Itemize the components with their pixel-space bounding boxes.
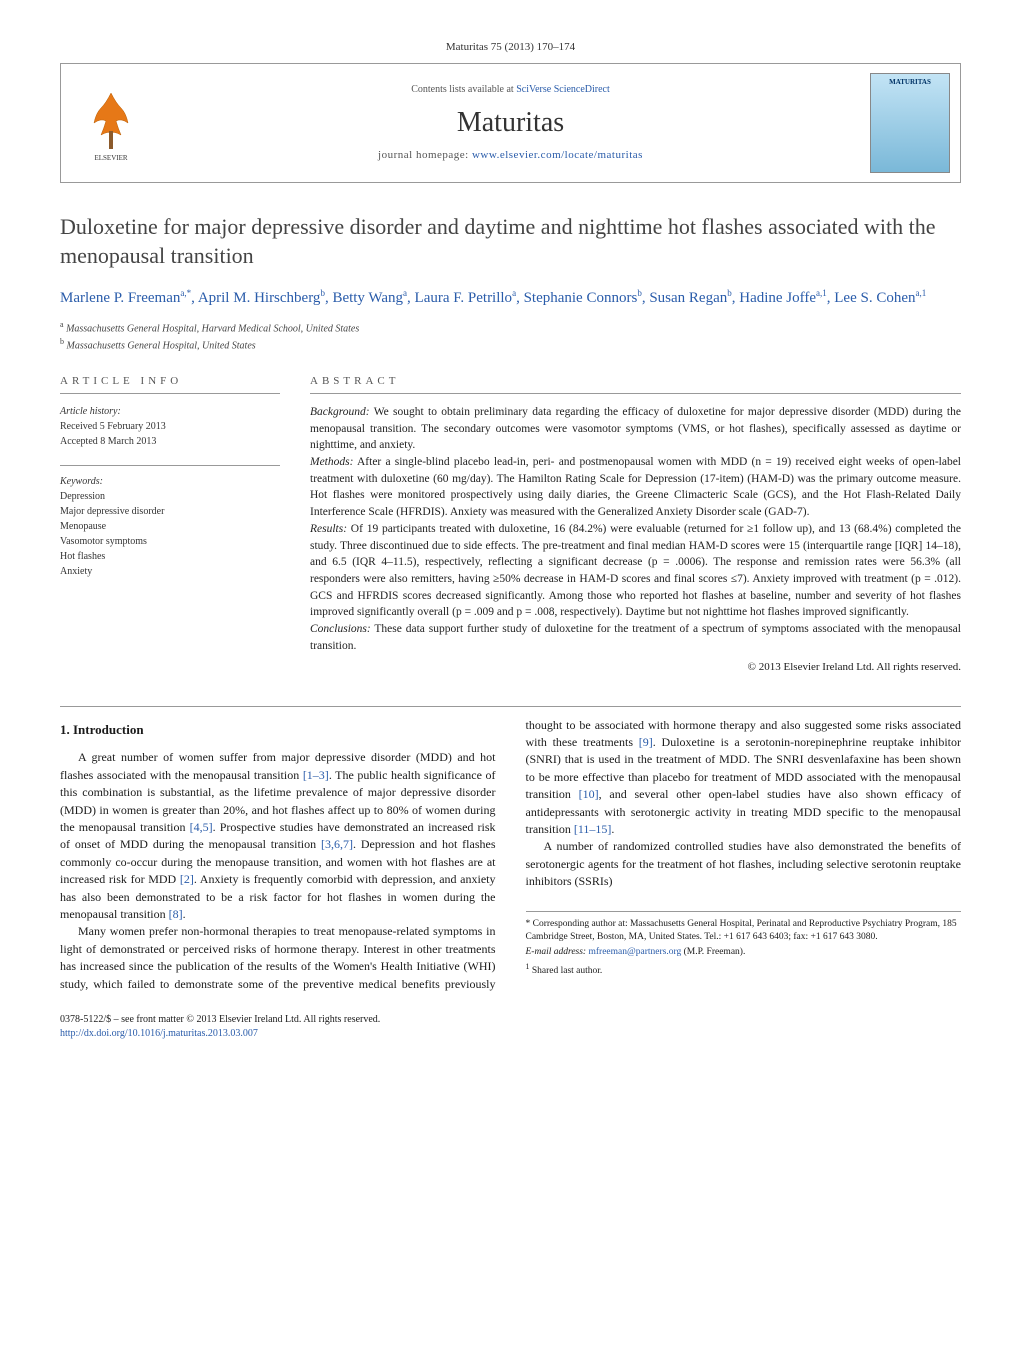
keywords-block: Keywords: DepressionMajor depressive dis…	[60, 465, 280, 579]
email-suffix: (M.P. Freeman).	[681, 947, 745, 957]
corr-text: Corresponding author at: Massachusetts G…	[526, 919, 957, 942]
footer-matter: 0378-5122/$ – see front matter © 2013 El…	[60, 1013, 961, 1041]
journal-cover-thumb: MATURITAS	[870, 73, 950, 173]
ref-link[interactable]: [10]	[579, 787, 599, 801]
journal-homepage-line: journal homepage: www.elsevier.com/locat…	[378, 148, 643, 163]
article-info-label: article info	[60, 374, 280, 394]
ref-link[interactable]: [8]	[169, 907, 183, 921]
abs-background-head: Background:	[310, 406, 370, 418]
abstract-copyright: © 2013 Elsevier Ireland Ltd. All rights …	[310, 660, 961, 675]
abstract-text: Background: We sought to obtain prelimin…	[310, 404, 961, 654]
section-num: 1.	[60, 722, 70, 737]
keyword-item: Menopause	[60, 519, 280, 534]
abs-background: We sought to obtain preliminary data reg…	[310, 406, 961, 451]
keywords-head: Keywords:	[60, 474, 280, 489]
keyword-item: Depression	[60, 489, 280, 504]
article-title: Duloxetine for major depressive disorder…	[60, 213, 961, 270]
front-matter-line: 0378-5122/$ – see front matter © 2013 El…	[60, 1013, 961, 1027]
history-head: Article history:	[60, 404, 280, 419]
keyword-item: Anxiety	[60, 564, 280, 579]
publisher-logo-cell: ELSEVIER	[61, 64, 161, 182]
journal-banner: ELSEVIER Contents lists available at Sci…	[60, 63, 961, 183]
keyword-item: Hot flashes	[60, 549, 280, 564]
sciencedirect-link[interactable]: SciVerse ScienceDirect	[516, 84, 610, 95]
info-abstract-row: article info Article history: Received 5…	[60, 374, 961, 676]
accepted-date: Accepted 8 March 2013	[60, 434, 280, 449]
intro-para-1: A great number of women suffer from majo…	[60, 749, 496, 923]
keywords-list: DepressionMajor depressive disorderMenop…	[60, 489, 280, 579]
email-line: E-mail address: mfreeman@partners.org (M…	[526, 946, 962, 959]
corresponding-author-note: * Corresponding author at: Massachusetts…	[526, 918, 962, 945]
abstract-column: abstract Background: We sought to obtain…	[310, 374, 961, 676]
affiliations: a Massachusetts General Hospital, Harvar…	[60, 319, 961, 354]
elsevier-tree-logo: ELSEVIER	[76, 83, 146, 163]
abs-results-head: Results:	[310, 523, 347, 535]
section-heading-intro: 1. Introduction	[60, 721, 496, 740]
keyword-item: Major depressive disorder	[60, 504, 280, 519]
svg-text:ELSEVIER: ELSEVIER	[94, 154, 127, 162]
abstract-label: abstract	[310, 374, 961, 394]
journal-name: Maturitas	[457, 103, 564, 142]
cover-label: MATURITAS	[889, 78, 931, 86]
keyword-item: Vasomotor symptoms	[60, 534, 280, 549]
banner-center: Contents lists available at SciVerse Sci…	[161, 64, 860, 182]
ref-link[interactable]: [1–3]	[303, 768, 329, 782]
ref-link[interactable]: [4,5]	[190, 820, 213, 834]
ref-link[interactable]: [11–15]	[574, 822, 612, 836]
footnotes: * Corresponding author at: Massachusetts…	[526, 911, 962, 979]
abs-conclusions-head: Conclusions:	[310, 623, 371, 635]
contents-prefix: Contents lists available at	[411, 84, 516, 95]
intro-para-3: A number of randomized controlled studie…	[526, 838, 962, 890]
contents-line: Contents lists available at SciVerse Sci…	[411, 83, 610, 97]
abs-methods-head: Methods:	[310, 456, 353, 468]
shared-author-note: 1 Shared last author.	[526, 961, 962, 978]
ref-link[interactable]: [9]	[639, 735, 653, 749]
corr-marker: *	[526, 919, 531, 929]
homepage-prefix: journal homepage:	[378, 149, 472, 161]
author-list: Marlene P. Freemana,*, April M. Hirschbe…	[60, 287, 961, 310]
abs-conclusions: These data support further study of dulo…	[310, 623, 961, 652]
cover-cell: MATURITAS	[860, 64, 960, 182]
email-link[interactable]: mfreeman@partners.org	[588, 947, 681, 957]
email-label: E-mail address:	[526, 947, 589, 957]
section-title: Introduction	[73, 722, 144, 737]
ref-link[interactable]: [2]	[180, 872, 194, 886]
abs-results: Of 19 participants treated with duloxeti…	[310, 523, 961, 618]
body-columns: 1. Introduction A great number of women …	[60, 717, 961, 993]
shared-marker: 1	[526, 962, 530, 971]
abs-methods: After a single-blind placebo lead-in, pe…	[310, 456, 961, 518]
doi-link[interactable]: http://dx.doi.org/10.1016/j.maturitas.20…	[60, 1028, 258, 1039]
ref-link[interactable]: [3,6,7]	[321, 837, 353, 851]
shared-text: Shared last author.	[532, 967, 602, 977]
article-info-column: article info Article history: Received 5…	[60, 374, 280, 676]
running-citation: Maturitas 75 (2013) 170–174	[60, 40, 961, 55]
article-history: Article history: Received 5 February 201…	[60, 404, 280, 449]
page-container: Maturitas 75 (2013) 170–174 ELSEVIER Con…	[0, 0, 1021, 1081]
homepage-link[interactable]: www.elsevier.com/locate/maturitas	[472, 149, 643, 161]
body-divider	[60, 706, 961, 707]
received-date: Received 5 February 2013	[60, 419, 280, 434]
